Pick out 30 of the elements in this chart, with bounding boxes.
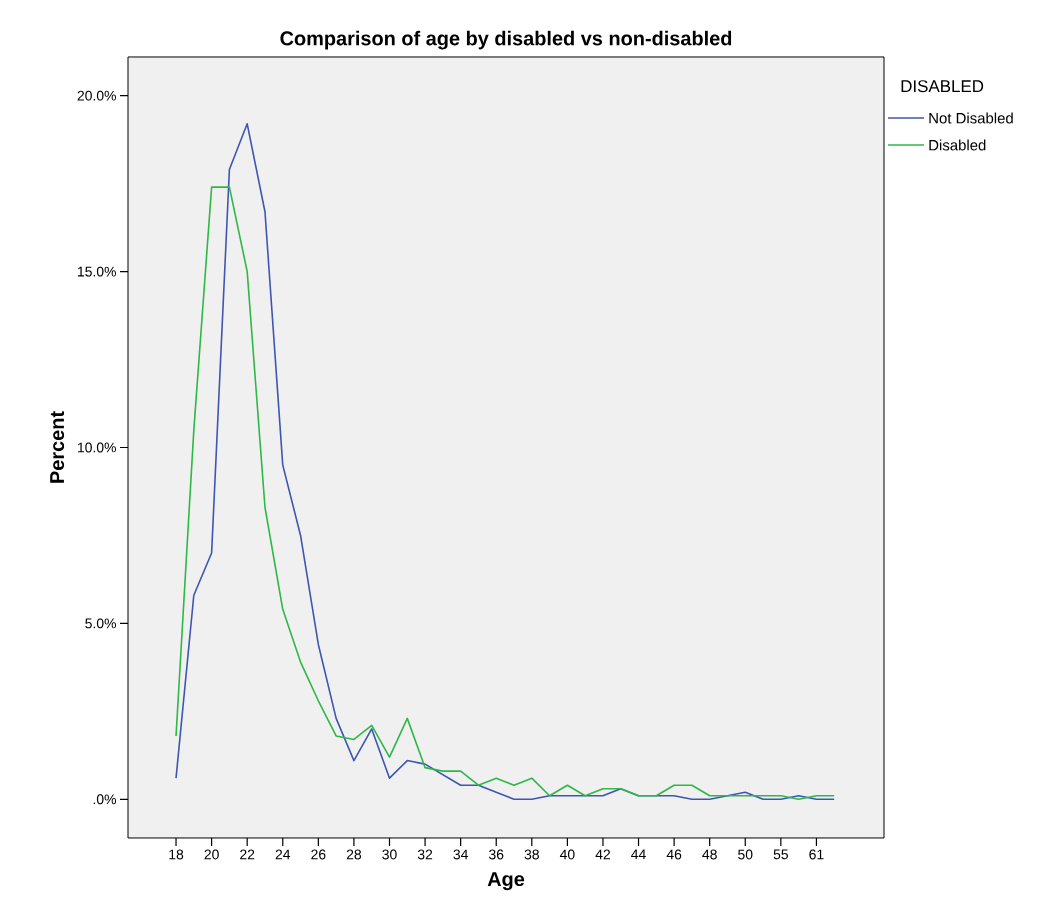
- x-tick-label: 61: [809, 849, 824, 860]
- y-tick-label: 15.0%: [78, 266, 116, 277]
- x-tick-label: 55: [773, 849, 789, 860]
- legend-label: Disabled: [929, 139, 986, 151]
- y-tick-label: 10.0%: [78, 442, 116, 453]
- legend-label: Not Disabled: [929, 112, 1013, 124]
- legend-title: DISABLED: [901, 80, 984, 93]
- x-tick-label: 44: [631, 849, 646, 860]
- x-tick-label: 32: [417, 849, 433, 860]
- x-tick-label: 26: [311, 849, 326, 860]
- x-tick-label: 46: [666, 849, 682, 860]
- chart-title: Comparison of age by disabled vs non-disabled: [280, 30, 732, 50]
- y-tick-label: 20.0%: [77, 90, 116, 101]
- x-tick-label: 22: [240, 849, 255, 860]
- y-tick-label: 5.0%: [85, 618, 116, 629]
- y-tick-label: .0%: [93, 794, 116, 805]
- x-tick-label: 28: [346, 849, 362, 860]
- x-axis-title: Age: [487, 872, 525, 891]
- x-tick-label: 20: [204, 849, 219, 860]
- x-tick-label: 34: [453, 849, 468, 860]
- x-tick-label: 42: [595, 849, 611, 860]
- x-tick-label: 38: [524, 849, 539, 860]
- y-axis-title: Percent: [50, 411, 65, 483]
- x-tick-label: 36: [489, 849, 504, 860]
- x-tick-label: 18: [169, 849, 184, 860]
- x-tick-label: 24: [275, 849, 291, 860]
- x-tick-label: 30: [382, 849, 397, 860]
- x-tick-label: 50: [738, 849, 753, 860]
- x-tick-label: 40: [559, 849, 575, 860]
- x-tick-label: 48: [702, 849, 717, 860]
